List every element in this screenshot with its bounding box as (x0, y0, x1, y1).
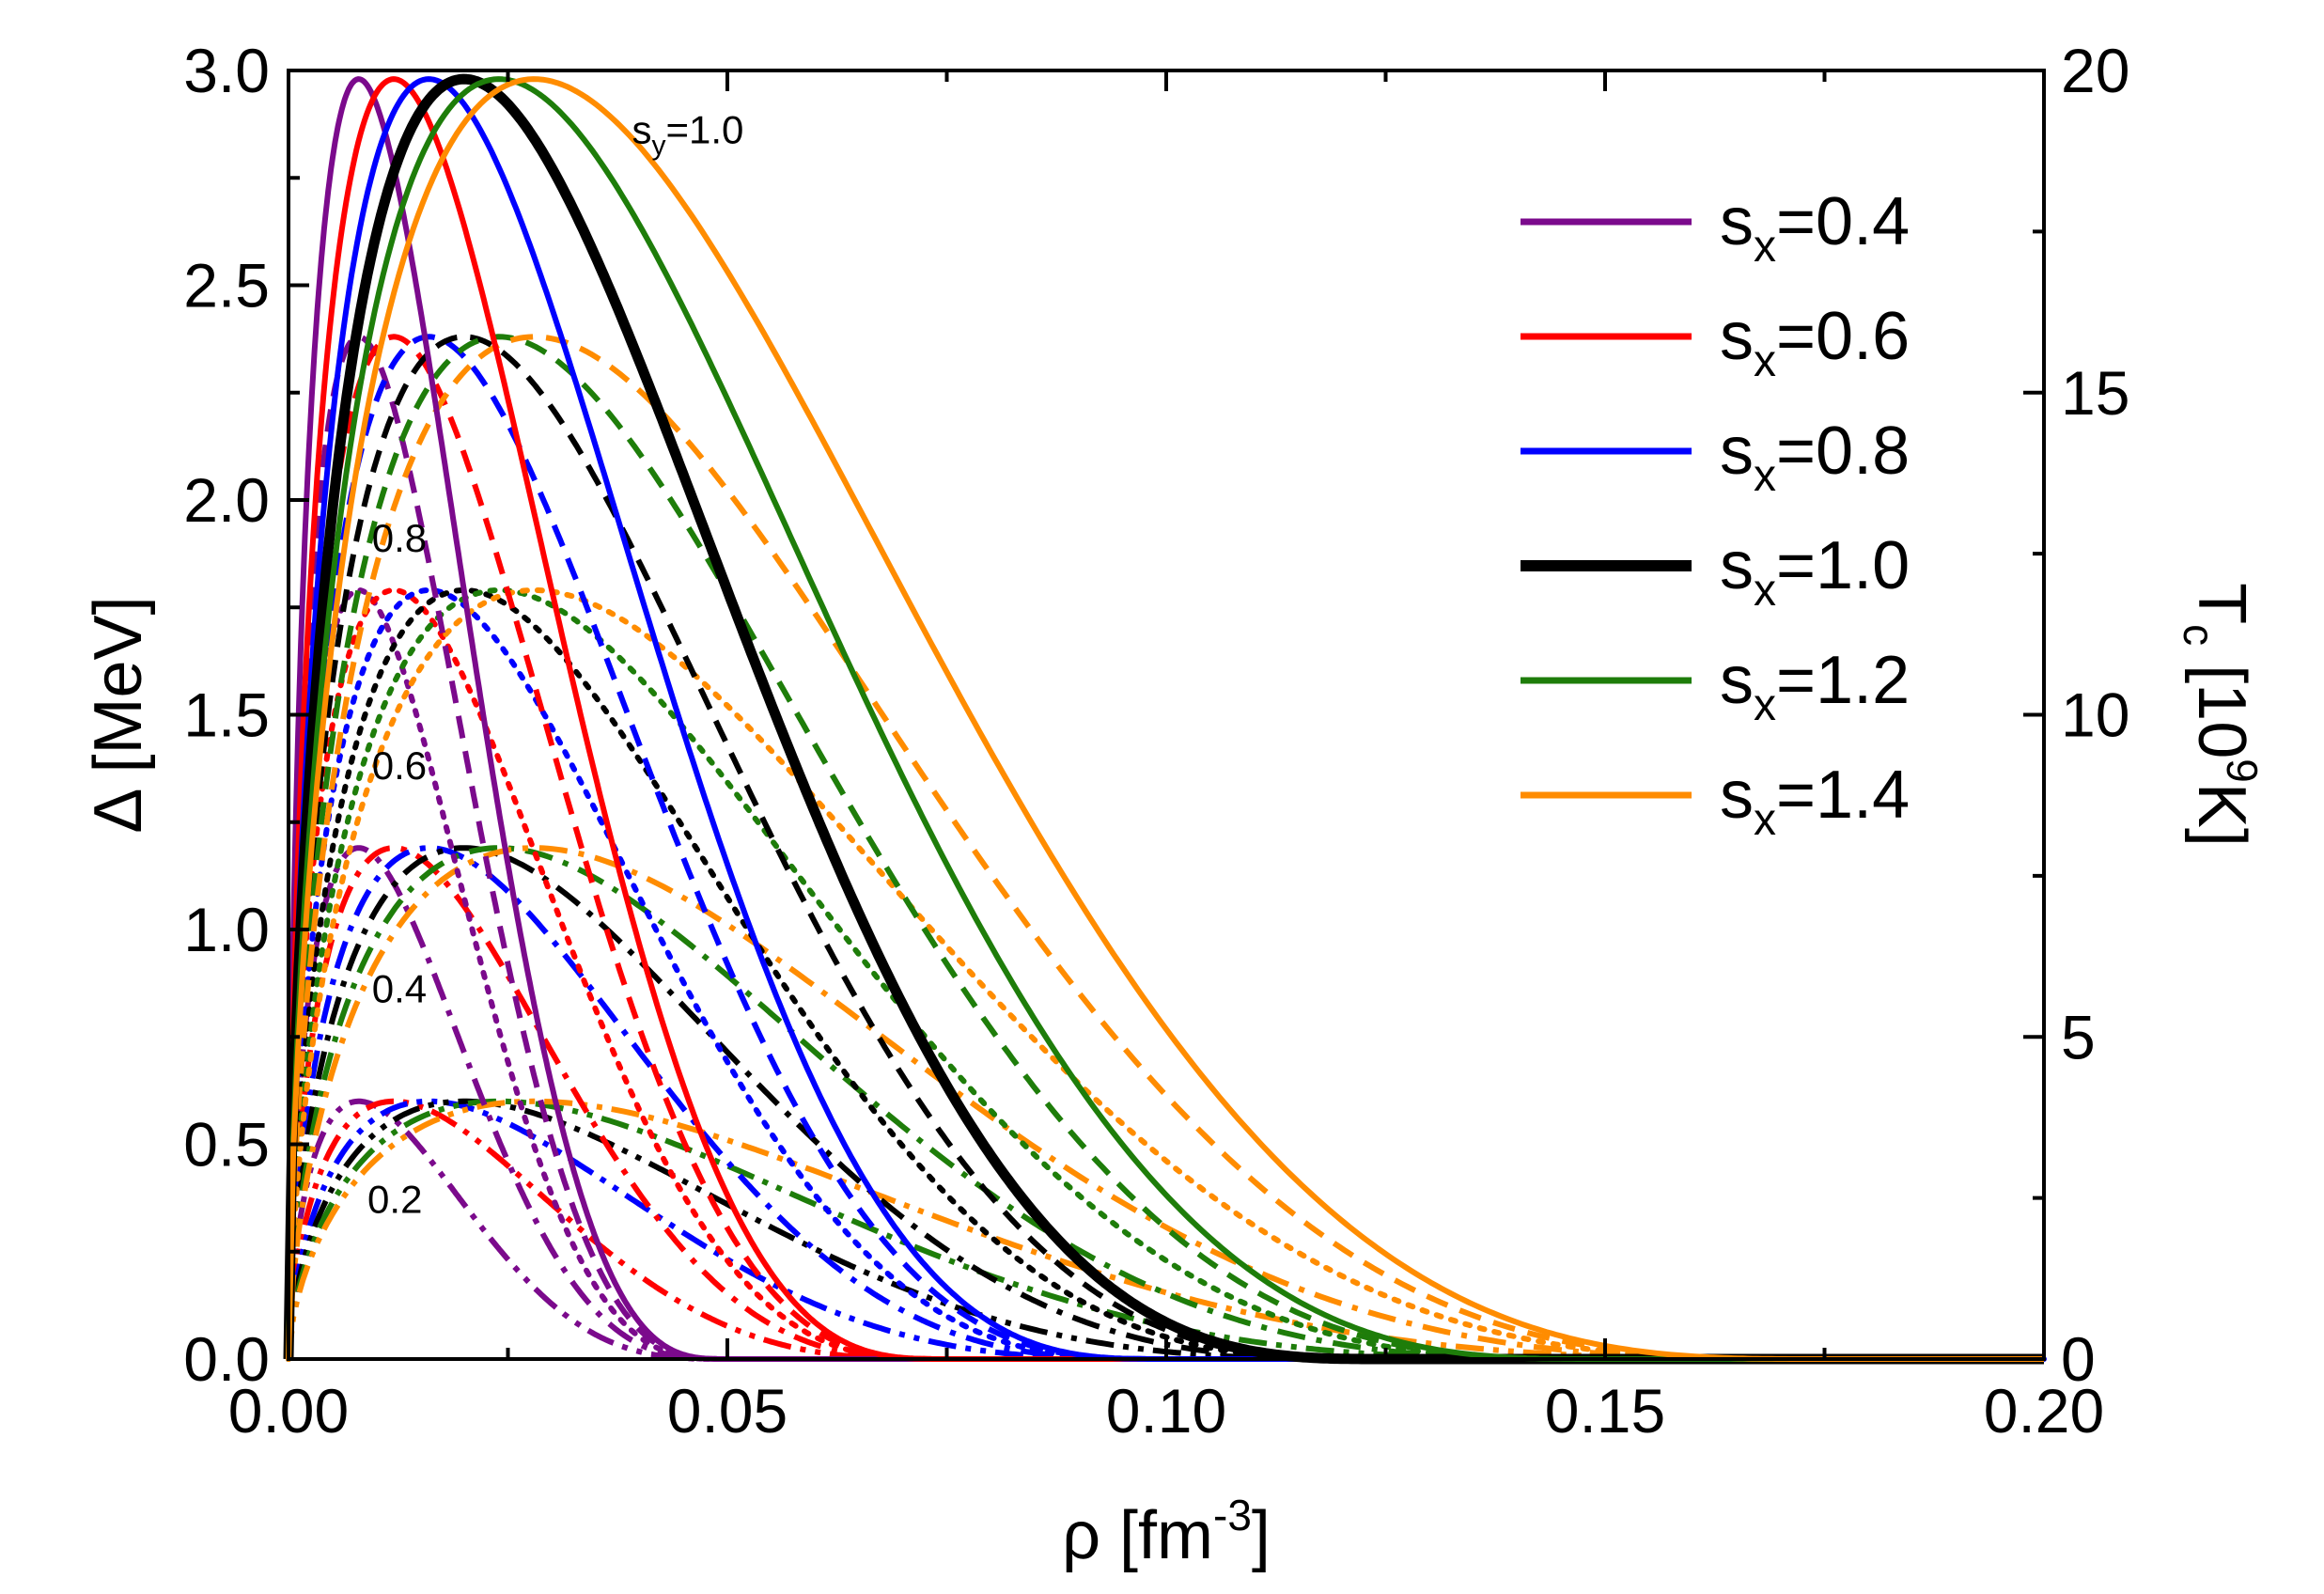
sy-annotation: sy=1.0 (632, 108, 744, 162)
curve-sx1.4-sy1 (286, 76, 2044, 1362)
curve-sx1-sy0.4 (286, 845, 2044, 1362)
legend-label: sx=1.0 (1720, 528, 1910, 616)
legend: sx=0.4sx=0.6sx=0.8sx=1.0sx=1.2sx=1.4 (1521, 184, 1910, 845)
y-right-tick-label: 10 (2061, 680, 2129, 750)
y-left-tick-label: 0.0 (183, 1324, 270, 1394)
x-axis-title-main: ρ [fm (1062, 1498, 1213, 1573)
y-right-title-sub: c (2175, 624, 2223, 646)
curve-sx1.4-sy0.4 (286, 845, 2044, 1362)
curve-sx1.4-sy0.2 (286, 1098, 2044, 1362)
curve-sx0.6-sy0.6 (286, 587, 2047, 1362)
y-right-title-main: T (2184, 583, 2259, 624)
curve-sx0.8-sy1 (286, 76, 2044, 1362)
legend-label-prefix: s (1720, 414, 1754, 489)
x-axis-title-end: ] (1252, 1498, 1271, 1573)
curve-sx1.2-sy1 (286, 76, 2044, 1362)
curve-sx0.4-sy0.6 (286, 587, 2047, 1362)
x-tick-label: 0.15 (1545, 1376, 1665, 1446)
y-left-tick-label: 0.5 (183, 1110, 270, 1180)
sy-annotation-prefix: s (632, 108, 652, 152)
legend-label-prefix: s (1720, 299, 1754, 374)
curve-sx0.4-sy0.4 (286, 845, 2044, 1362)
y-right-title-end: K] (2184, 783, 2259, 847)
legend-label-sub: x (1754, 566, 1776, 616)
curve-sx0.4-sy1 (286, 76, 2044, 1362)
sy-annotation-suffix: =1.0 (666, 108, 744, 152)
x-tick-label: 0.05 (667, 1376, 788, 1446)
legend-label-prefix: s (1720, 528, 1754, 603)
legend-label-sub: x (1754, 680, 1776, 730)
curve-sx0.8-sy0.8 (286, 334, 2044, 1362)
x-axis-title: ρ [fm-3] (1062, 1491, 1271, 1573)
peak-label: 0.8 (372, 516, 427, 560)
legend-label-suffix: =1.0 (1776, 528, 1910, 603)
curve-sx1.4-sy0.8 (286, 334, 2044, 1362)
x-axis-ticks: 0.00 0.05 0.10 0.15 0.20 (228, 70, 2104, 1446)
y-right-title-sup: 9 (2218, 758, 2267, 783)
legend-label-suffix: =1.4 (1776, 758, 1910, 833)
y-right-tick-label: 20 (2061, 36, 2129, 105)
y-left-axis-title: Δ [MeV] (81, 596, 156, 833)
curve-sx1-sy0.8 (286, 334, 2044, 1362)
curves-group (283, 73, 2047, 1365)
curve-sx0.6-sy1 (286, 76, 2044, 1362)
x-axis-title-sup: -3 (1213, 1491, 1252, 1539)
y-left-tick-label: 2.0 (183, 465, 270, 535)
legend-label-sub: x (1754, 222, 1776, 272)
curve-sx1.4-sy0.6 (286, 587, 2047, 1362)
peak-labels: 0.8 0.6 0.4 0.2 (367, 516, 427, 1222)
y-right-axis-ticks: 0 5 10 15 20 (2023, 36, 2129, 1394)
curve-sx0.4-sy0.8 (286, 334, 2044, 1362)
legend-label-sub: x (1754, 336, 1776, 386)
legend-label-suffix: =0.4 (1776, 184, 1910, 259)
curve-sx1.2-sy0.8 (286, 334, 2044, 1362)
x-tick-label: 0.20 (1984, 1376, 2104, 1446)
curve-sx0.6-sy0.8 (286, 334, 2044, 1362)
y-right-tick-label: 0 (2061, 1324, 2096, 1394)
legend-label-prefix: s (1720, 643, 1754, 718)
legend-label-suffix: =0.6 (1776, 299, 1910, 374)
x-tick-label: 0.00 (228, 1376, 349, 1446)
legend-label: sx=1.2 (1720, 643, 1910, 730)
curve-sx0.4-sy0.2 (286, 1098, 2044, 1362)
curve-sx0.6-sy0.2 (286, 1098, 2044, 1362)
curve-sx1-sy0.6 (286, 587, 2047, 1362)
y-right-title-mid: [10 (2184, 646, 2259, 758)
curve-sx0.8-sy0.4 (286, 845, 2044, 1362)
y-right-axis-title: Tc [109K] (2175, 583, 2267, 847)
legend-label-sub: x (1754, 795, 1776, 845)
legend-label: sx=0.8 (1720, 414, 1910, 501)
y-right-tick-label: 15 (2061, 358, 2129, 428)
y-left-tick-label: 1.5 (183, 680, 270, 750)
y-left-tick-label: 2.5 (183, 251, 270, 320)
legend-label: sx=1.4 (1720, 758, 1910, 845)
legend-label: sx=0.4 (1720, 184, 1910, 272)
y-left-tick-label: 1.0 (183, 895, 270, 964)
legend-label: sx=0.6 (1720, 299, 1910, 386)
legend-label-sub: x (1754, 451, 1776, 501)
y-left-axis-ticks: 0.0 0.5 1.0 1.5 2.0 2.5 3.0 (183, 36, 309, 1394)
legend-label-prefix: s (1720, 184, 1754, 259)
x-tick-label: 0.10 (1106, 1376, 1226, 1446)
legend-label-suffix: =0.8 (1776, 414, 1910, 489)
y-right-tick-label: 5 (2061, 1002, 2096, 1071)
peak-label: 0.4 (372, 967, 427, 1011)
legend-label-prefix: s (1720, 758, 1754, 833)
y-left-tick-label: 3.0 (183, 36, 270, 105)
curve-sx1-sy1 (283, 73, 2044, 1365)
sy-annotation-sub: y (652, 131, 666, 162)
peak-label: 0.6 (372, 743, 427, 788)
legend-label-suffix: =1.2 (1776, 643, 1910, 718)
peak-label: 0.2 (367, 1178, 422, 1222)
